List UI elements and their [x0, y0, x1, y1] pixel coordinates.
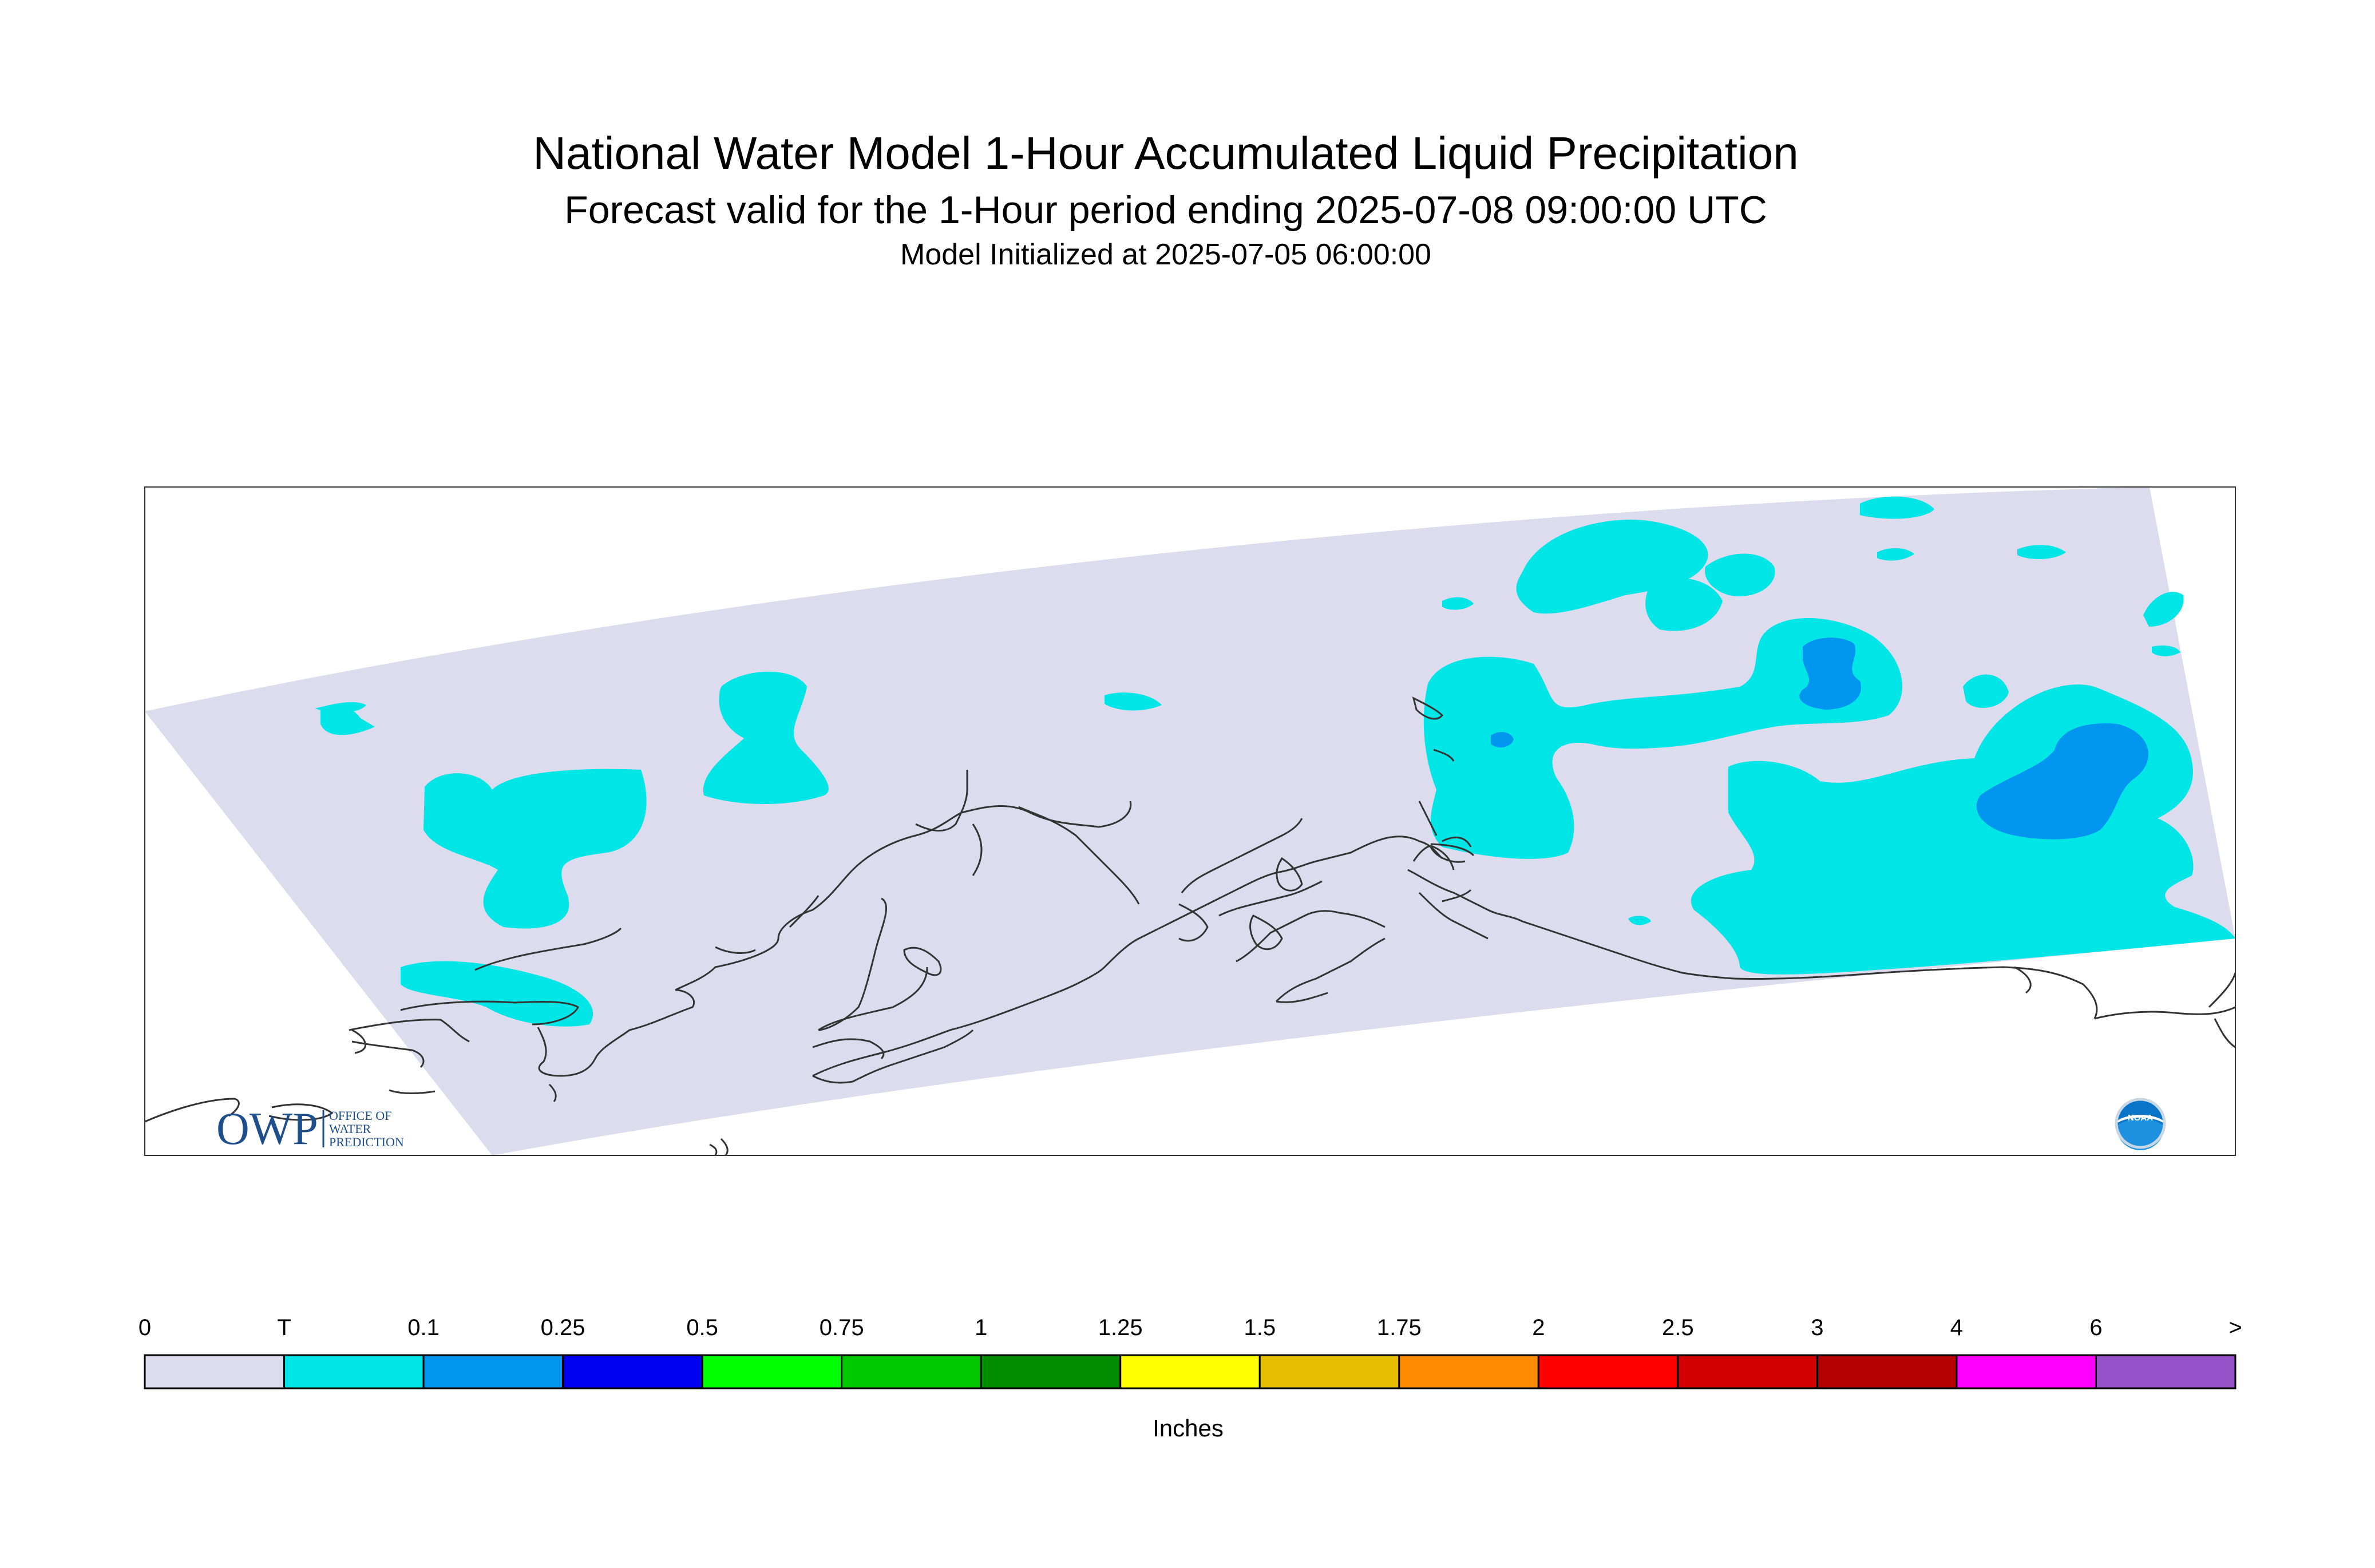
legend-tick-label: 2: [1532, 1315, 1545, 1340]
legend-tick-label: T: [277, 1315, 291, 1340]
legend-swatch: [144, 1354, 286, 1389]
legend-tick-label: 1.5: [1244, 1315, 1276, 1340]
legend-color-bar: [144, 1354, 2237, 1389]
legend-tick-label: 0.1: [407, 1315, 440, 1340]
legend-units: Inches: [1153, 1415, 1224, 1442]
model-domain: [145, 487, 2235, 1155]
legend-swatch: [1816, 1354, 1958, 1389]
legend-swatch: [1119, 1354, 1261, 1389]
map-frame: [144, 486, 2236, 1156]
legend-tick-label: 1: [975, 1315, 988, 1340]
noaa-logo-text: NOAA: [2128, 1113, 2153, 1123]
legend-tick-label: >: [2228, 1315, 2242, 1340]
legend-swatch: [1258, 1354, 1400, 1389]
owp-logo-mark: OWP: [216, 1104, 318, 1154]
legend-swatch: [1537, 1354, 1679, 1389]
legend-tick-label: 3: [1811, 1315, 1824, 1340]
legend-swatch: [980, 1354, 1122, 1389]
owp-logo-line-1: OFFICE OF: [329, 1108, 391, 1123]
legend-swatch: [841, 1354, 982, 1389]
precipitation-map: [145, 487, 2235, 1155]
legend-swatch: [1398, 1354, 1539, 1389]
owp-logo-line-3: PREDICTION: [329, 1135, 404, 1149]
legend-swatch: [701, 1354, 843, 1389]
legend-swatch: [2095, 1354, 2237, 1389]
map-title: National Water Model 1-Hour Accumulated …: [533, 128, 1799, 179]
legend-tick-label: 2.5: [1662, 1315, 1694, 1340]
legend-swatch: [562, 1354, 703, 1389]
owp-logo-line-2: WATER: [329, 1122, 371, 1136]
legend-tick-label: 1.75: [1376, 1315, 1422, 1340]
legend-tick-label: 6: [2089, 1315, 2103, 1340]
legend-swatch: [1677, 1354, 1818, 1389]
coastlines: [145, 696, 2235, 1155]
legend-tick-label: 0.5: [686, 1315, 718, 1340]
legend-tick-label: 1.25: [1098, 1315, 1143, 1340]
forecast-valid-subtitle: Forecast valid for the 1-Hour period end…: [564, 188, 1767, 232]
legend-swatch: [283, 1354, 425, 1389]
model-init-subtitle: Model Initialized at 2025-07-05 06:00:00: [900, 238, 1431, 271]
legend-swatch: [1956, 1354, 2097, 1389]
light-precip-areas: [1491, 638, 2148, 840]
legend-tick-label: 4: [1950, 1315, 1964, 1340]
legend-tick-label: 0.75: [819, 1315, 864, 1340]
legend-swatch: [422, 1354, 564, 1389]
legend-tick-label: 0: [138, 1315, 152, 1340]
noaa-logo: NOAA: [2115, 1098, 2166, 1150]
owp-logo: OWP OFFICE OF WATER PREDICTION: [216, 1104, 404, 1154]
legend-tick-label: 0.25: [540, 1315, 585, 1340]
